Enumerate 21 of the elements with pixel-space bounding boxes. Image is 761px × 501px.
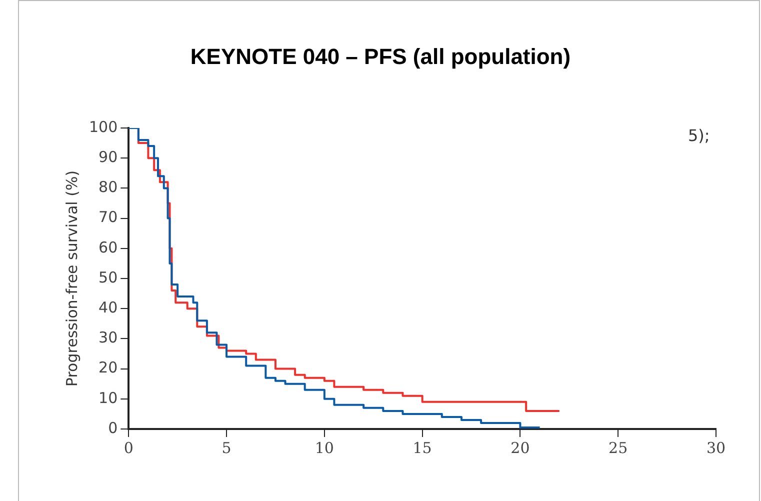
annotation: 5);: [688, 126, 710, 145]
y-tick-label: 100: [88, 118, 118, 136]
y-tick-label: 10: [98, 388, 118, 407]
chart-title: KEYNOTE 040 – PFS (all population): [189, 44, 572, 70]
y-tick-label: 0: [108, 418, 118, 437]
y-axis-title: Progression-free survival (%): [62, 170, 81, 387]
y-tick-label: 30: [98, 328, 118, 347]
y-tick-label: 50: [98, 268, 118, 286]
x-tick-label: 10: [314, 438, 334, 457]
x-tick-label: 20: [510, 438, 530, 457]
x-tick-label: 30: [706, 438, 726, 457]
y-tick-label: 70: [98, 208, 118, 226]
y-tick-label: 20: [98, 358, 118, 377]
y-tick-label: 90: [98, 148, 118, 166]
x-tick-label: 15: [412, 438, 432, 457]
x-tick-label: 5: [222, 438, 232, 457]
y-tick-label: 60: [98, 238, 118, 256]
x-tick-label: 25: [608, 438, 628, 457]
y-tick-label: 80: [98, 178, 118, 196]
x-tick-label: 0: [124, 438, 134, 457]
y-tick-label: 40: [98, 298, 118, 316]
